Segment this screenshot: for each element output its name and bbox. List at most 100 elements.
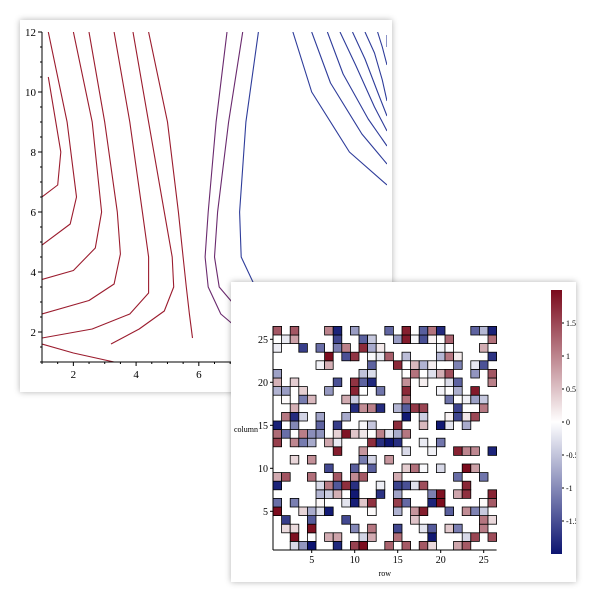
heatmap-cell <box>272 369 283 379</box>
colorbar-tick-label: 1 <box>566 352 570 361</box>
heatmap-cell <box>315 420 326 431</box>
heatmap-cell <box>367 369 377 379</box>
heatmap-cell <box>350 463 360 474</box>
heatmap-cell <box>281 411 291 422</box>
heatmap-cell <box>418 377 429 388</box>
heatmap-cell <box>427 540 437 551</box>
heatmap-cell <box>427 446 437 456</box>
heatmap-cell <box>478 515 489 525</box>
heatmap-cell <box>332 420 343 431</box>
heatmap-cell <box>435 420 446 431</box>
heatmap-cell <box>324 489 334 499</box>
heatmap-cell <box>367 377 377 388</box>
heatmap-cell <box>487 377 498 388</box>
heatmap-cell <box>332 532 343 542</box>
heatmap-cell <box>487 369 498 379</box>
heatmap-cell <box>392 360 403 370</box>
heatmap-cell <box>444 411 455 422</box>
heatmap-cell <box>427 326 437 336</box>
heatmap-cell <box>350 351 360 362</box>
colorbar-tick-label: 0 <box>566 418 570 427</box>
heatmap-cell <box>461 411 472 422</box>
heatmap-cell <box>401 540 412 551</box>
heatmap-cell <box>444 334 455 345</box>
heatmap-x-tick-label: 5 <box>309 555 314 566</box>
heatmap-cell <box>461 540 472 551</box>
heatmap-cell <box>358 472 369 482</box>
heatmap-cell <box>435 343 446 353</box>
heatmap-cell <box>453 446 463 456</box>
heatmap-cell <box>453 489 463 499</box>
heatmap-cell <box>392 437 403 448</box>
heatmap-cell <box>392 420 403 431</box>
heatmap-cell <box>410 334 420 345</box>
heatmap-cell <box>418 480 429 491</box>
heatmap-cell <box>392 480 403 491</box>
heatmap-cell <box>453 540 463 551</box>
heatmap-cell <box>367 463 377 474</box>
heatmap-cell <box>324 386 334 396</box>
heatmap-y-tick-label: 10 <box>258 464 268 475</box>
heatmap-cell <box>435 351 446 362</box>
heatmap-cell <box>341 343 351 353</box>
heatmap-cell <box>410 360 420 370</box>
contour-line <box>377 32 387 66</box>
heatmap-cell <box>435 369 446 379</box>
heatmap-cell <box>418 506 429 517</box>
heatmap-cell <box>272 386 283 396</box>
heatmap-cell <box>289 532 300 542</box>
heatmap-cell <box>453 411 463 422</box>
heatmap-cell <box>367 523 377 534</box>
heatmap-cell <box>444 506 455 517</box>
heatmap-cell <box>315 360 326 370</box>
heatmap-cell <box>315 343 326 353</box>
heatmap-cell <box>470 360 480 370</box>
heatmap-cell <box>470 394 480 405</box>
heatmap-cell <box>298 343 308 353</box>
heatmap-cell <box>367 454 377 465</box>
heatmap-cell <box>332 540 343 551</box>
heatmap-cell <box>435 489 446 499</box>
contour-line <box>339 32 387 132</box>
heatmap-cell <box>410 369 420 379</box>
heatmap-cell <box>487 497 498 508</box>
heatmap-cell <box>444 343 455 353</box>
heatmap-cell <box>427 523 437 534</box>
heatmap-cell <box>341 411 351 422</box>
heatmap-y-axis-label: column <box>234 425 258 434</box>
heatmap-cells <box>272 326 498 551</box>
heatmap-cell <box>272 343 283 353</box>
heatmap-cell <box>350 480 360 491</box>
heatmap-cell <box>478 394 489 405</box>
heatmap-cell <box>392 523 403 534</box>
heatmap-cell <box>358 454 369 465</box>
heatmap-cell <box>461 480 472 491</box>
colorbar <box>551 290 562 554</box>
heatmap-cell <box>298 429 308 439</box>
heatmap-cell <box>289 334 300 345</box>
contour-lines <box>42 32 387 362</box>
heatmap-cell <box>478 343 489 353</box>
heatmap-y-tick-label: 20 <box>258 378 268 389</box>
heatmap-cell <box>410 403 420 413</box>
heatmap-cell <box>410 463 420 474</box>
heatmap-cell <box>367 360 377 370</box>
y-tick-label: 10 <box>25 87 37 99</box>
heatmap-cell <box>272 326 283 336</box>
heatmap-cell <box>289 540 300 551</box>
heatmap-cell <box>358 334 369 345</box>
x-tick-label: 6 <box>196 369 202 381</box>
heatmap-cell <box>367 403 377 413</box>
heatmap-cell <box>307 532 317 542</box>
heatmap-x-tick-label: 10 <box>350 555 360 566</box>
contour-line <box>148 32 194 339</box>
heatmap-cell <box>418 403 429 413</box>
heatmap-cell <box>401 411 412 422</box>
heatmap-cell <box>461 420 472 431</box>
heatmap-cell <box>341 515 351 525</box>
heatmap-cell <box>375 480 386 491</box>
y-tick-label: 12 <box>25 27 36 39</box>
heatmap-cell <box>332 326 343 336</box>
heatmap-cell <box>392 532 403 542</box>
heatmap-cell <box>487 334 498 345</box>
